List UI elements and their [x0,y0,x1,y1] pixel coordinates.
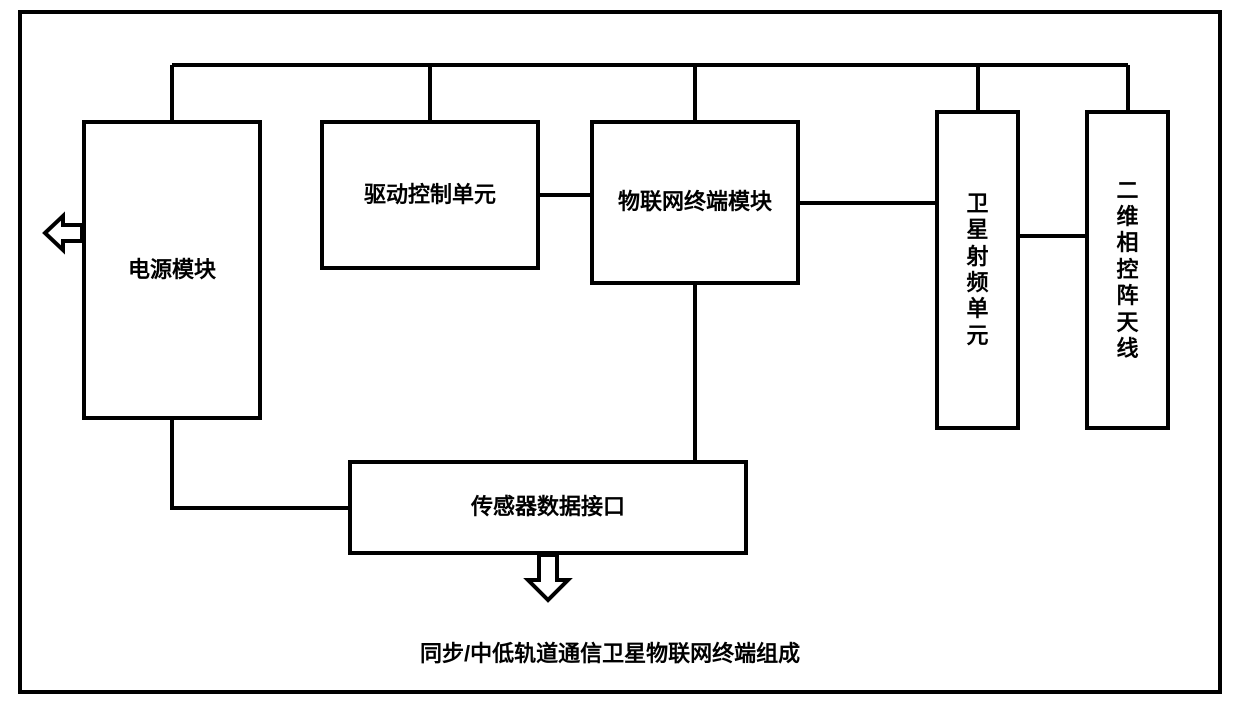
diagram-caption-text: 同步/中低轨道通信卫星物联网终端组成 [420,641,800,666]
power-module-label: 电源模块 [128,256,216,285]
phased-array-antenna-box: 二维相控阵天线 [1085,110,1170,430]
sensor-interface-box: 传感器数据接口 [348,460,748,555]
iot-terminal-box: 物联网终端模块 [590,120,800,285]
sensor-interface-label: 传感器数据接口 [471,493,625,522]
diagram-caption: 同步/中低轨道通信卫星物联网终端组成 [420,636,800,668]
phased-array-antenna-label: 二维相控阵天线 [1114,178,1140,363]
satellite-rf-box: 卫星射频单元 [935,110,1020,430]
iot-terminal-label: 物联网终端模块 [618,188,772,217]
drive-control-box: 驱动控制单元 [320,120,540,270]
drive-control-label: 驱动控制单元 [364,181,496,210]
power-module-box: 电源模块 [82,120,262,420]
satellite-rf-label: 卫星射频单元 [964,191,990,349]
